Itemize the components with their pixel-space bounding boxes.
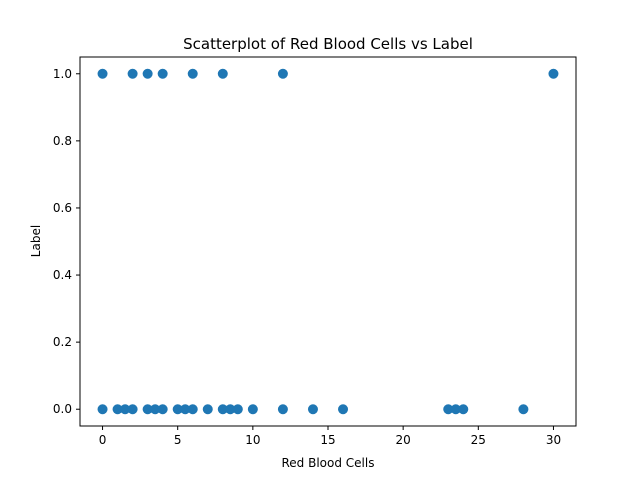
- data-point: [142, 404, 153, 415]
- x-tick-label: 20: [396, 433, 411, 447]
- data-point: [172, 404, 183, 415]
- x-axis: 0 5 10 15 20 25 30: [99, 426, 561, 447]
- y-tick-label: 0.4: [53, 268, 72, 282]
- y-tick-label: 0.8: [53, 134, 72, 148]
- y-tick-label: 1.0: [53, 67, 72, 81]
- y-tick-label: 0.0: [53, 402, 72, 416]
- data-point: [97, 68, 108, 79]
- data-point: [217, 404, 228, 415]
- axes-frame: [79, 56, 577, 427]
- data-point: [127, 68, 138, 79]
- data-point: [518, 404, 529, 415]
- data-point: [187, 68, 198, 79]
- x-tick-label: 5: [174, 433, 182, 447]
- x-tick-label: 25: [471, 433, 486, 447]
- y-axis-label: Label: [29, 225, 43, 257]
- x-tick-label: 10: [245, 433, 260, 447]
- data-point: [120, 404, 131, 415]
- chart-title: Scatterplot of Red Blood Cells vs Label: [183, 35, 473, 53]
- x-tick-label: 15: [320, 433, 335, 447]
- data-point: [150, 404, 161, 415]
- data-point: [458, 404, 469, 415]
- data-point: [202, 404, 213, 415]
- data-point: [443, 404, 454, 415]
- data-point: [157, 68, 168, 79]
- y-tick-label: 0.6: [53, 201, 72, 215]
- y-tick-label: 0.2: [53, 335, 72, 349]
- x-tick-label: 0: [99, 433, 107, 447]
- data-point: [450, 404, 461, 415]
- data-point: [142, 68, 153, 79]
- data-point: [232, 404, 243, 415]
- data-point: [127, 404, 138, 415]
- x-axis-label: Red Blood Cells: [282, 456, 375, 470]
- data-point: [217, 68, 228, 79]
- data-point: [307, 404, 318, 415]
- data-point: [247, 404, 258, 415]
- data-point: [548, 68, 559, 79]
- data-point: [277, 68, 288, 79]
- data-point: [112, 404, 123, 415]
- data-point: [97, 404, 108, 415]
- plot-area: [97, 68, 559, 415]
- data-point: [338, 404, 349, 415]
- data-point: [277, 404, 288, 415]
- y-axis: 0.0 0.2 0.4 0.6 0.8 1.0: [53, 67, 80, 416]
- data-point: [180, 404, 191, 415]
- data-point: [225, 404, 236, 415]
- x-tick-label: 30: [546, 433, 561, 447]
- data-point: [187, 404, 198, 415]
- data-point: [157, 404, 168, 415]
